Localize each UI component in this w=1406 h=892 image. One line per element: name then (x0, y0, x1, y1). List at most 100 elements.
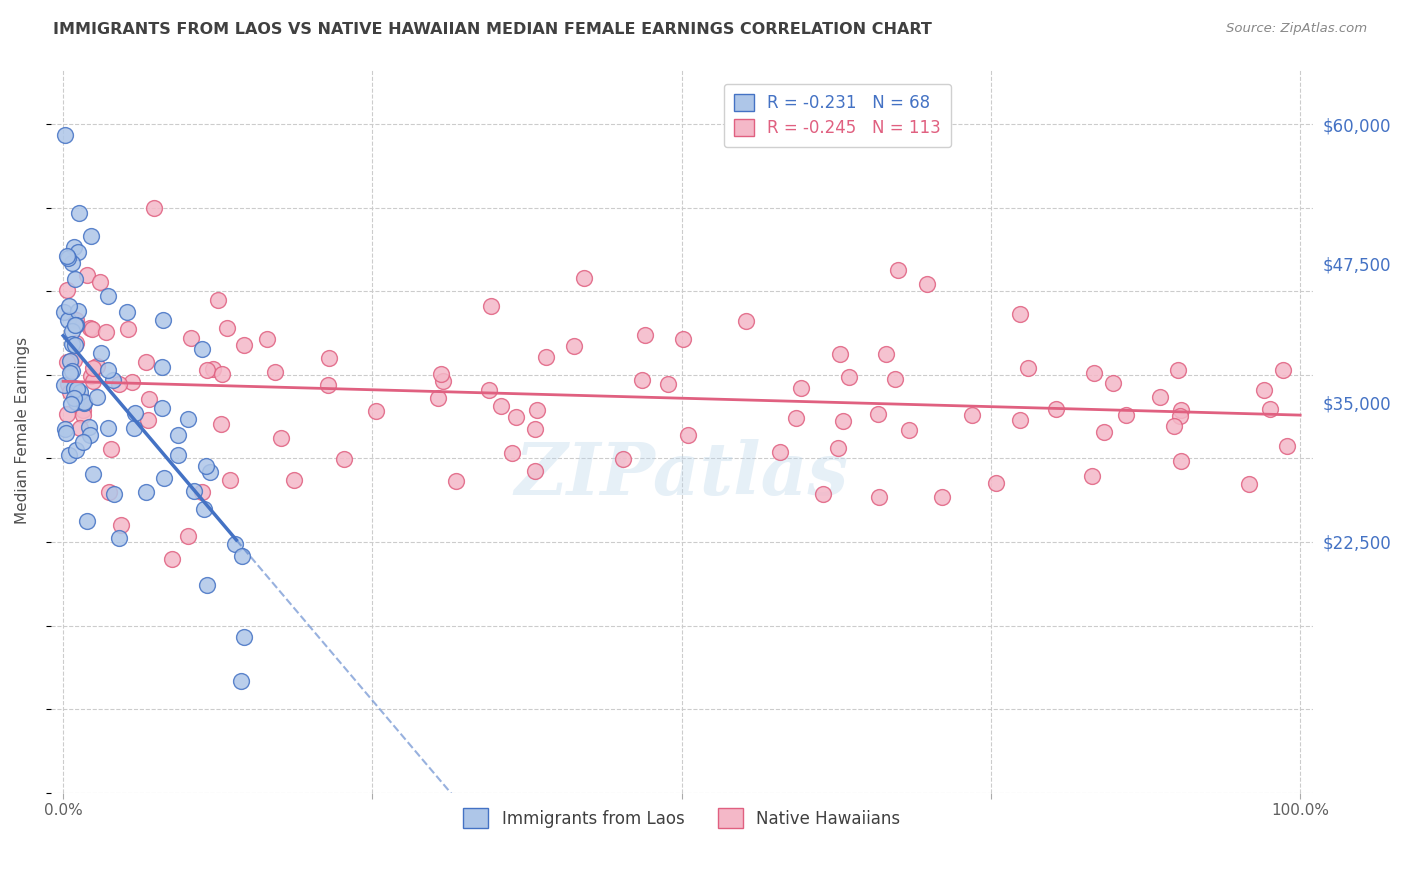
Point (117, 321, 139, 335)
Point (56, 376, 79, 391)
Point (60, 336, 83, 351)
Point (233, 337, 256, 351)
Point (785, 410, 807, 425)
Point (790, 381, 813, 395)
Point (1239, 476, 1261, 491)
Point (108, 531, 131, 545)
Point (65, 443, 87, 458)
Point (501, 446, 523, 460)
Point (1258, 402, 1281, 417)
Point (526, 403, 548, 417)
Point (82, 361, 104, 376)
Point (65, 318, 87, 332)
Point (769, 445, 792, 459)
Point (101, 373, 124, 387)
Point (884, 372, 907, 386)
Point (1167, 362, 1189, 376)
Point (150, 401, 173, 416)
Point (122, 421, 145, 435)
Text: IMMIGRANTS FROM LAOS VS NATIVE HAWAIIAN MEDIAN FEMALE EARNINGS CORRELATION CHART: IMMIGRANTS FROM LAOS VS NATIVE HAWAIIAN … (53, 22, 932, 37)
Point (1149, 390, 1171, 404)
Point (917, 277, 939, 291)
Point (66, 304, 89, 318)
Point (176, 529, 198, 543)
Point (65, 318, 87, 333)
Point (66, 382, 89, 396)
Point (96, 326, 118, 340)
Point (505, 410, 527, 425)
Point (86, 390, 108, 404)
Point (194, 458, 217, 473)
Point (481, 299, 503, 313)
Point (191, 484, 214, 499)
Point (53, 378, 76, 392)
Point (58, 354, 80, 368)
Point (138, 392, 160, 406)
Point (491, 399, 513, 413)
Point (53, 422, 76, 436)
Point (58, 299, 80, 313)
Point (432, 375, 454, 389)
Point (56, 407, 79, 421)
Text: Source: ZipAtlas.com: Source: ZipAtlas.com (1226, 22, 1367, 36)
Point (115, 305, 138, 319)
Point (478, 384, 501, 398)
Point (1170, 402, 1192, 417)
Point (231, 549, 253, 563)
Point (838, 370, 860, 384)
Point (832, 414, 855, 428)
Point (446, 475, 468, 489)
Point (65, 335, 87, 350)
Point (523, 422, 546, 436)
Point (211, 367, 233, 381)
Point (67, 206, 90, 220)
Point (219, 473, 242, 487)
Point (1092, 425, 1115, 439)
Point (1168, 409, 1191, 424)
Point (56, 252, 79, 266)
Point (1272, 362, 1295, 376)
Point (60, 364, 83, 378)
Point (53, 304, 76, 318)
Point (1163, 419, 1185, 434)
Point (100, 442, 122, 457)
Point (63, 391, 86, 405)
Point (1017, 361, 1039, 376)
Point (63, 240, 86, 254)
Point (1083, 366, 1105, 380)
Point (89, 346, 111, 360)
Point (80, 322, 103, 336)
Point (65, 395, 87, 409)
Point (574, 270, 596, 285)
Point (876, 347, 898, 361)
Text: ZIPatlas: ZIPatlas (515, 439, 849, 509)
Point (868, 491, 890, 505)
Point (77, 420, 100, 434)
Point (962, 408, 984, 422)
Point (89, 276, 111, 290)
Point (1045, 401, 1067, 416)
Point (72, 403, 94, 417)
Point (56, 249, 79, 263)
Point (217, 321, 239, 335)
Point (200, 465, 222, 479)
Point (143, 201, 166, 215)
Point (97, 421, 120, 435)
Point (1081, 468, 1104, 483)
Point (866, 407, 889, 421)
Point (190, 343, 212, 357)
Point (72, 408, 94, 422)
Point (103, 487, 125, 501)
Point (150, 360, 173, 375)
Point (135, 485, 157, 500)
Point (264, 365, 287, 379)
Point (1010, 307, 1032, 321)
Point (63, 337, 86, 351)
Point (193, 501, 215, 516)
Point (426, 391, 449, 405)
Point (1277, 439, 1299, 453)
Point (63, 381, 86, 395)
Point (256, 332, 278, 346)
Point (1170, 454, 1192, 468)
Point (931, 490, 953, 504)
